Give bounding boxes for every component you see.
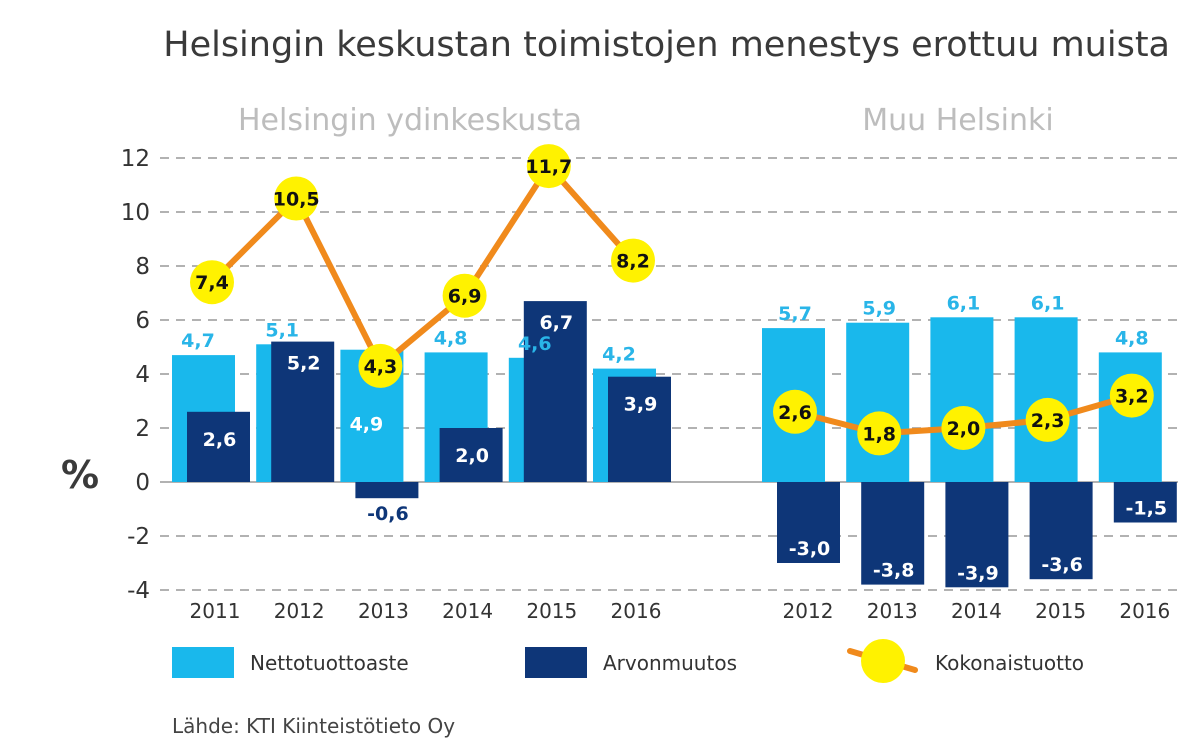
data-label-kokonaistuotto: 2,6 [778, 402, 812, 424]
bar-arvonmuutos [861, 482, 925, 585]
x-tick-label: 2013 [867, 599, 918, 623]
bar-arvonmuutos [187, 411, 250, 482]
bar-arvonmuutos [777, 482, 840, 563]
data-label-arvonmuutos: 2,6 [203, 429, 237, 451]
y-axis-label: % [61, 453, 99, 497]
data-label-kokonaistuotto: 11,7 [525, 156, 572, 178]
marker-kokonaistuotto [442, 273, 487, 318]
data-label-kokonaistuotto: 2,3 [1031, 410, 1065, 432]
marker-kokonaistuotto [1025, 397, 1070, 442]
y-tick-label: 12 [121, 146, 150, 172]
y-tick-label: 4 [135, 362, 150, 388]
data-label-nettotuottoaste: 4,8 [434, 327, 468, 349]
total-markers [190, 144, 1154, 456]
data-label-arvonmuutos: -1,5 [1126, 498, 1168, 520]
data-labels: 4,7 2,6 5,1 5,2 4,9 -0,6 4,8 2,0 4,66,7 4,2 3,9 7,4… [181, 156, 1167, 584]
bar-arvonmuutos [945, 482, 1009, 588]
x-tick-label: 2012 [274, 599, 325, 623]
y-tick-label: 8 [135, 254, 150, 280]
data-label-nettotuottoaste: 4,8 [1115, 327, 1149, 349]
x-tick-label: 2015 [1035, 599, 1086, 623]
legend-swatch-value [525, 647, 587, 678]
data-label-nettotuottoaste: 4,9 [350, 414, 384, 436]
data-label-kokonaistuotto: 2,0 [947, 418, 981, 440]
x-tick-label: 2014 [951, 599, 1002, 623]
data-label-arvonmuutos: -3,8 [873, 560, 915, 582]
legend-swatch-net [172, 647, 234, 678]
data-label-kokonaistuotto: 7,4 [195, 272, 229, 294]
data-label-arvonmuutos: 5,2 [287, 353, 321, 375]
x-tick-label: 2011 [190, 599, 241, 623]
bar-arvonmuutos [523, 301, 587, 482]
marker-kokonaistuotto [941, 406, 986, 450]
marker-kokonaistuotto [190, 260, 234, 305]
bar-arvonmuutos [1113, 482, 1177, 523]
data-label-arvonmuutos: -3,0 [789, 538, 831, 560]
data-label-arvonmuutos: 2,0 [455, 445, 489, 467]
bar-arvonmuutos [439, 428, 503, 482]
bar-nettotuottoaste [930, 317, 994, 482]
data-label-nettotuottoaste: 6,1 [1031, 292, 1065, 314]
data-label-kokonaistuotto: 4,3 [364, 356, 398, 378]
y-tick-labels: 12 10 8 6 4 2 0 -2 -4 [121, 146, 150, 604]
y-tick-label: 10 [121, 200, 150, 226]
y-tick-label: 2 [135, 416, 150, 442]
data-label-kokonaistuotto: 6,9 [448, 286, 482, 308]
data-label-nettotuottoaste: 4,6 [518, 333, 552, 355]
legend-label-net: Nettotuottoaste [250, 651, 409, 675]
chart-title: Helsingin keskustan toimistojen menestys… [163, 25, 1170, 65]
legend-label-value: Arvonmuutos [603, 651, 737, 675]
bars [172, 301, 1177, 588]
bar-arvonmuutos [355, 482, 419, 499]
x-tick-labels: 2011 2012 2013 2014 2015 2016 2012 2013 2014 2015… [190, 599, 1171, 623]
x-tick-label: 2015 [526, 599, 577, 623]
bar-arvonmuutos [1029, 482, 1093, 580]
y-tick-label: 6 [135, 308, 150, 334]
y-tick-label: -2 [127, 524, 150, 550]
bar-arvonmuutos [608, 376, 671, 482]
data-label-nettotuottoaste: 6,1 [947, 292, 981, 314]
x-tick-label: 2016 [1119, 599, 1170, 623]
legend-label-total: Kokonaistuotto [935, 651, 1084, 675]
panel-right-title: Muu Helsinki [862, 103, 1053, 138]
legend-marker-total [861, 639, 905, 683]
marker-kokonaistuotto [773, 389, 817, 434]
y-tick-label: -4 [127, 578, 150, 604]
data-label-arvonmuutos: 3,9 [624, 394, 658, 416]
x-tick-label: 2016 [611, 599, 662, 623]
marker-kokonaistuotto [611, 238, 655, 283]
data-label-nettotuottoaste: 4,2 [602, 344, 636, 366]
x-tick-label: 2013 [358, 599, 409, 623]
y-tick-label: 0 [135, 470, 150, 496]
data-label-kokonaistuotto: 1,8 [862, 423, 896, 445]
data-label-kokonaistuotto: 3,2 [1115, 386, 1149, 408]
data-label-nettotuottoaste: 5,9 [862, 298, 896, 320]
bar-nettotuottoaste [846, 322, 910, 482]
x-tick-label: 2014 [442, 599, 493, 623]
source-note: Lähde: KTI Kiinteistötieto Oy [172, 714, 455, 738]
x-tick-label: 2012 [783, 599, 834, 623]
data-label-arvonmuutos: -3,9 [957, 562, 999, 584]
legend: Nettotuottoaste Arvonmuutos Kokonaistuot… [172, 639, 1084, 683]
data-label-kokonaistuotto: 10,5 [273, 189, 320, 211]
data-label-arvonmuutos: -0,6 [367, 503, 409, 525]
marker-kokonaistuotto [857, 411, 902, 456]
marker-kokonaistuotto [526, 144, 571, 189]
marker-kokonaistuotto [274, 176, 319, 221]
data-label-nettotuottoaste: 5,7 [778, 303, 812, 325]
bar-arvonmuutos [271, 341, 335, 482]
panel-left-title: Helsingin ydinkeskusta [238, 103, 582, 138]
data-label-kokonaistuotto: 8,2 [616, 251, 650, 273]
data-label-arvonmuutos: 6,7 [539, 312, 573, 334]
marker-kokonaistuotto [1109, 373, 1154, 418]
data-label-arvonmuutos: -3,6 [1041, 554, 1083, 576]
data-label-nettotuottoaste: 4,7 [181, 330, 215, 352]
data-label-nettotuottoaste: 5,1 [265, 319, 299, 341]
marker-kokonaistuotto [358, 343, 403, 388]
